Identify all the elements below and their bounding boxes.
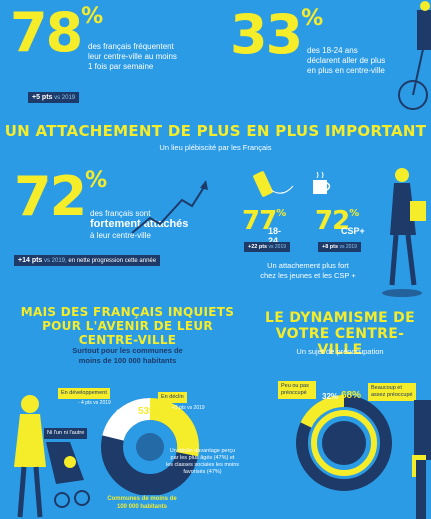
woman-with-bag-illustration: [382, 168, 426, 297]
tag-low-line1: Peu ou pas: [281, 383, 309, 389]
section1-title: UN ATTACHEMENT DE PLUS EN PLUS IMPORTANT: [4, 122, 427, 140]
tag-low-concern: Peu ou pas préoccupé: [278, 381, 316, 399]
decline-note: Un déclin davantage perçu par les plus â…: [150, 448, 255, 476]
high-concern-value: 68%: [341, 390, 362, 401]
trend-arrow-icon: [131, 180, 208, 234]
communes-footer-line2: 100 000 habitants: [116, 504, 168, 510]
section3-title-line1: LE DYNAMISME DE: [265, 310, 415, 326]
group-csp-badge: +8 pts vs 2019: [318, 242, 361, 252]
stat-72-badge-change: +14 pts: [18, 257, 43, 264]
low-concern-value: 32%: [322, 392, 339, 401]
stat-78-text: des français fréquentent leur centre-vil…: [88, 42, 228, 72]
cup-icon: [313, 171, 331, 194]
donut-left-decline-segment: [149, 397, 200, 457]
section3-title-line2: VOTRE CENTRE-VILLE: [275, 326, 405, 358]
section2-subtitle: Surtout pour les communes de moins de 10…: [20, 346, 235, 366]
section2-subtitle-line1: Surtout pour les communes de: [72, 346, 183, 355]
stat-72-text: des français sont fortement attachés à l…: [90, 208, 230, 241]
group-csp-label: CSP+: [341, 226, 365, 236]
group-1824-badge: +22 pts vs 2019: [244, 242, 291, 252]
decline-note-line1: Un déclin davantage perçu: [169, 448, 236, 454]
tag-high-line1: Beaucoup et: [371, 385, 402, 391]
decline-note-line3: les classes sociales les moins: [165, 462, 240, 468]
stat-33-number: 33: [230, 3, 303, 66]
stat-72-badge-text: en nette progression cette année: [68, 258, 157, 264]
section2-title-line1: MAIS DES FRANÇAIS INQUIETS: [20, 305, 235, 319]
decline-value: 53%: [138, 406, 159, 417]
stat-78-badge-change: +5 pts: [32, 94, 53, 101]
donut-right-low-segment: [300, 394, 345, 428]
left-donut-chart: [101, 397, 200, 495]
stat-78-badge: +5 pts vs 2019: [28, 92, 80, 103]
dev-change: - 4 pts vs 2019: [78, 400, 111, 406]
stat-33-line1: des 18-24 ans: [307, 46, 358, 55]
stat-72-badge: +14 pts vs 2019, en nette progression ce…: [14, 255, 161, 266]
dev-value: 21%: [116, 408, 135, 418]
decline-note-line2: par les plus âgés (47%) et: [170, 455, 235, 461]
communes-footer: Communes de moins de 100 000 habitants: [92, 495, 192, 511]
tag-low-line2: préoccupé: [281, 390, 307, 396]
stat-78-badge-ref: vs 2019: [54, 95, 76, 101]
cyclist-illustration: [398, 1, 431, 110]
group-csp-badge-change: +8 pts: [322, 244, 339, 250]
decline-note-line4: favorisés (47%): [183, 469, 222, 475]
attachment-caption-line2: chez les jeunes et les CSP +: [260, 271, 356, 280]
phone-icon: [253, 171, 294, 197]
group-1824-badge-ref: vs 2019: [268, 244, 287, 250]
stat-72-line3: à leur centre-ville: [90, 231, 151, 240]
mother-stroller-illustration: [14, 395, 90, 518]
right-donut-chart: [296, 394, 392, 491]
phone-and-cup-icons: [253, 171, 331, 197]
group-csp-badge-ref: vs 2019: [339, 244, 357, 250]
decline-change: +3 pts vs 2019: [172, 405, 205, 411]
group-1824: 77% 18-24: [242, 206, 287, 246]
attachment-caption-line1: Un attachement plus fort: [267, 261, 349, 270]
stat-33-value: 33%: [230, 6, 323, 62]
stat-78-line3: 1 fois par semaine: [88, 62, 154, 71]
stat-72-pct: %: [85, 168, 107, 193]
attachment-caption: Un attachement plus fort chez les jeunes…: [238, 261, 378, 281]
group-1824-label: 18-24: [268, 226, 282, 246]
group-csp-pct: %: [349, 208, 360, 219]
stat-78-pct: %: [81, 4, 103, 29]
group-1824-number: 77: [242, 206, 277, 236]
stat-78-number: 78: [10, 1, 83, 64]
group-csp: 72% CSP+: [315, 206, 365, 236]
tag-decline: En déclin: [158, 392, 187, 403]
section2-subtitle-line2: moins de 100 000 habitants: [78, 356, 177, 365]
stat-72-number: 72: [14, 165, 87, 228]
section3-subtitle: Un sujet de préoccupation: [296, 347, 384, 356]
stat-78-line1: des français fréquentent: [88, 42, 174, 51]
donut-left-dev-segment: [102, 397, 151, 442]
tag-high-line2: assez préoccupé: [371, 392, 413, 398]
stat-72-line2: fortement attachés: [90, 218, 189, 230]
bottom-right-figure-illustration: [412, 400, 431, 519]
tag-development: En développement: [58, 388, 110, 399]
stat-33-text: des 18-24 ans déclarent aller de plus en…: [307, 46, 417, 76]
group-1824-badge-change: +22 pts: [248, 244, 268, 250]
stat-72-badge-ref: vs 2019,: [44, 258, 67, 264]
group-csp-number: 72: [315, 206, 350, 236]
stat-33-line3: en plus en centre-ville: [307, 66, 385, 75]
section1-subtitle: Un lieu plébiscité par les Français: [159, 143, 272, 152]
section2-title: MAIS DES FRANÇAIS INQUIETS POUR L'AVENIR…: [20, 305, 235, 347]
stat-72-line1: des français sont: [90, 209, 151, 218]
tag-high-concern: Beaucoup et assez préoccupé: [368, 383, 416, 401]
stat-72-value: 72%: [14, 168, 107, 224]
section2-title-line2: POUR L'AVENIR DE LEUR CENTRE-VILLE: [42, 319, 213, 347]
tag-neither: Ni l'un ni l'autre: [44, 428, 88, 439]
section3-title: LE DYNAMISME DE VOTRE CENTRE-VILLE: [255, 310, 425, 358]
stat-33-pct: %: [301, 6, 323, 31]
group-1824-pct: %: [276, 208, 287, 219]
stat-33-line2: déclarent aller de plus: [307, 56, 386, 65]
stat-78-line2: leur centre-ville au moins: [88, 52, 177, 61]
communes-footer-line1: Communes de moins de: [107, 496, 177, 502]
stat-78-value: 78%: [10, 4, 103, 60]
